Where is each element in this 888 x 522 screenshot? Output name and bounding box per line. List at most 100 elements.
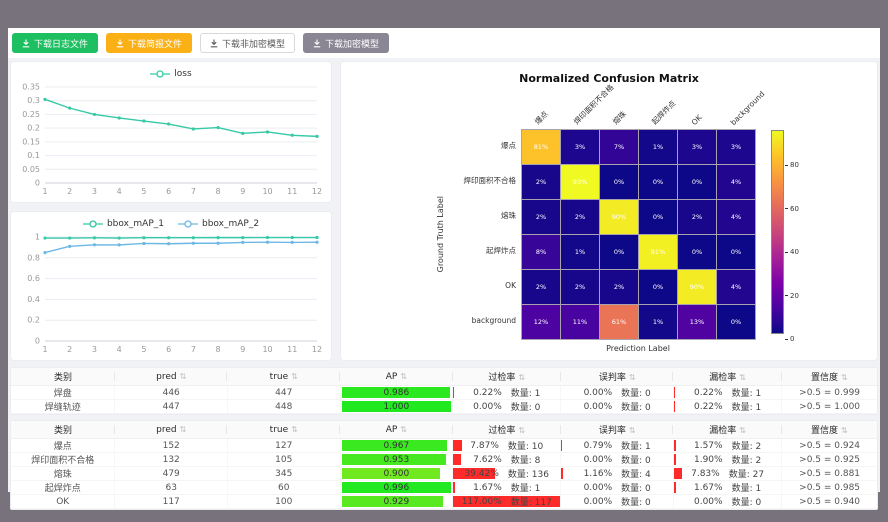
sort-icon[interactable]: ⇅ <box>739 426 746 435</box>
column-header-pred: pred ⇅ <box>114 421 228 439</box>
rate-value: 0.00% <box>693 496 723 507</box>
rate-count: 数量: 0 <box>510 403 541 413</box>
button-label: 下载非加密模型 <box>222 38 286 49</box>
cell-true: 345 <box>227 466 341 481</box>
cell-true: 105 <box>227 452 341 467</box>
rate-count: 数量: 117 <box>510 498 552 508</box>
column-header-conf: 置信度 ⇅ <box>781 368 877 386</box>
cell-ap: 0.953 <box>340 452 454 467</box>
cell-miss: 7.83% 数量: 27 <box>673 466 783 481</box>
cell-pred: 446 <box>114 385 228 400</box>
cell-pred: 132 <box>114 452 228 467</box>
sort-icon[interactable]: ⇅ <box>179 424 187 434</box>
matrix-grid: 81% 3% 7% 1% 3% 3% 2% 93% 0% 0% 0% 4% 2% 2% 90% 0% 2% 4% 8… <box>521 129 756 340</box>
sort-icon[interactable]: ⇅ <box>179 371 187 381</box>
cell-class: 爆点 <box>11 438 116 453</box>
cell-confidence: >0.5 = 0.924 <box>781 438 877 453</box>
metrics-table-2: 类别 pred ⇅ true ⇅ AP ⇅ 过检率 ⇅ 误判率 ⇅ 漏检率 ⇅ 置信度 ⇅ 爆点 152 127 0… <box>10 420 878 510</box>
ap-bar <box>341 454 446 465</box>
matrix-cell: 91% <box>639 235 677 269</box>
matrix-cell: 1% <box>561 235 599 269</box>
rate-count: 数量: 27 <box>728 470 765 480</box>
download-encrypted-model-button[interactable]: 下载加密模型 <box>303 33 390 53</box>
cell-class: 焊缝轨迹 <box>11 399 116 414</box>
sort-icon[interactable]: ⇅ <box>400 424 407 434</box>
svg-text:9: 9 <box>240 187 245 196</box>
rate-value: 1.67% <box>473 482 502 493</box>
sort-icon[interactable]: ⇅ <box>841 373 848 382</box>
matrix-cell: 3% <box>717 130 755 164</box>
ap-bar <box>341 440 448 451</box>
svg-text:12: 12 <box>312 187 322 196</box>
cell-miss: 0.22% 数量: 1 <box>673 399 783 414</box>
over-rate-bar <box>453 496 561 507</box>
svg-text:8: 8 <box>216 187 221 196</box>
mis-rate-bar <box>561 440 563 451</box>
miss-rate-bar <box>673 468 683 479</box>
svg-text:12: 12 <box>312 345 322 354</box>
matrix-column-label: 起焊炸点 <box>649 98 678 127</box>
cell-pred: 63 <box>114 480 228 495</box>
rate-value: 0.00% <box>583 401 613 412</box>
matrix-cell: 0% <box>717 305 755 339</box>
column-header-mis: 误判率 ⇅ <box>560 368 674 386</box>
cell-ap: 1.000 <box>340 399 454 414</box>
legend-item-bbox_mAP_1[interactable]: bbox_mAP_1 <box>82 219 164 229</box>
sort-icon[interactable]: ⇅ <box>291 371 298 381</box>
matrix-cell: 61% <box>600 305 638 339</box>
miss-rate-bar <box>673 482 676 493</box>
svg-text:1: 1 <box>35 233 40 242</box>
miss-rate-bar <box>673 440 676 451</box>
matrix-cell: 2% <box>561 270 599 304</box>
matrix-y-axis-label: Ground Truth Label <box>435 196 445 273</box>
column-header-label: AP <box>385 424 398 435</box>
download-unencrypted-model-button[interactable]: 下载非加密模型 <box>200 33 296 53</box>
cell-confidence: >0.5 = 0.999 <box>781 385 877 400</box>
sort-icon[interactable]: ⇅ <box>628 426 636 435</box>
svg-text:2: 2 <box>67 187 72 196</box>
cell-class: 熔珠 <box>11 466 116 481</box>
sort-icon[interactable]: ⇅ <box>841 426 848 435</box>
svg-text:4: 4 <box>117 345 122 354</box>
bbox_map-chart: 00.20.40.60.811 2 3 4 5 6 7 8 9 10 11 12 <box>27 233 322 355</box>
sort-icon[interactable]: ⇅ <box>291 424 298 434</box>
cell-miss: 0.22% 数量: 1 <box>673 385 783 400</box>
cell-over: 0.00% 数量: 0 <box>452 399 562 414</box>
download-icon <box>313 39 321 47</box>
download-report-button[interactable]: 下载简报文件 <box>106 33 193 53</box>
rate-value: 0.79% <box>583 440 613 451</box>
svg-text:0.05: 0.05 <box>22 165 40 174</box>
column-header-conf: 置信度 ⇅ <box>781 421 877 439</box>
column-header-label: 误判率 <box>598 426 626 436</box>
matrix-column-labels: 爆点 焊印面积不合格 熔珠 起焊炸点 OK background <box>521 83 766 129</box>
matrix-cell: 0% <box>639 270 677 304</box>
matrix-cell: 0% <box>678 235 716 269</box>
svg-text:7: 7 <box>191 187 196 196</box>
matrix-column-label: 爆点 <box>532 109 550 127</box>
sort-icon[interactable]: ⇅ <box>400 371 407 381</box>
matrix-cell: 93% <box>561 165 599 199</box>
svg-text:1: 1 <box>42 187 47 196</box>
svg-text:9: 9 <box>240 345 245 354</box>
legend-item-bbox_mAP_2[interactable]: bbox_mAP_2 <box>178 219 259 229</box>
rate-value: 0.22% <box>693 387 723 398</box>
svg-text:0.2: 0.2 <box>27 316 40 325</box>
cell-ap: 0.967 <box>340 438 454 453</box>
download-log-button[interactable]: 下载日志文件 <box>12 33 99 53</box>
legend-label: loss <box>174 68 192 79</box>
sort-icon[interactable]: ⇅ <box>739 373 746 382</box>
cell-mis: 0.00% 数量: 0 <box>560 480 674 495</box>
column-header-label: 过检率 <box>488 373 516 383</box>
sort-icon[interactable]: ⇅ <box>518 426 526 435</box>
svg-text:11: 11 <box>287 345 297 354</box>
sort-icon[interactable]: ⇅ <box>518 373 526 382</box>
sort-icon[interactable]: ⇅ <box>628 373 636 382</box>
column-header-label: 类别 <box>53 426 72 436</box>
column-header-label: 置信度 <box>811 426 839 436</box>
rate-count: 数量: 0 <box>621 498 651 508</box>
svg-text:6: 6 <box>166 187 171 196</box>
svg-text:5: 5 <box>141 345 146 354</box>
matrix-cell: 1% <box>639 305 677 339</box>
legend-item-loss[interactable]: loss <box>150 68 192 79</box>
rate-value: 7.87% <box>470 440 499 451</box>
